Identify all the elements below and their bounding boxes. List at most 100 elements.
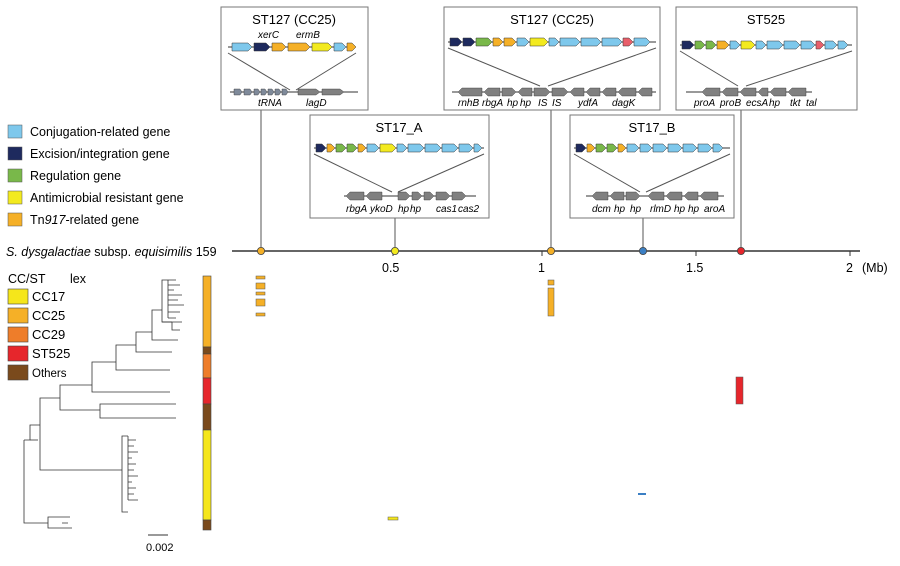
gene-arrow <box>625 191 641 201</box>
gene-arrow <box>626 143 640 153</box>
tree-branch <box>135 331 172 353</box>
gene-arrow <box>315 143 327 153</box>
gene-arrow <box>231 42 253 52</box>
legend-swatch-others <box>7 364 29 381</box>
gene-arrow <box>503 37 517 47</box>
gene-label: IS <box>552 98 562 109</box>
legend-swatch-antimicrobial <box>7 190 23 205</box>
inset-st17-b: ST17_B dcm hp h <box>569 114 735 219</box>
inset-st127-a: ST127 (CC25) xerC ermB tRNA lagD <box>220 6 369 111</box>
strip-segment-cc25 <box>202 275 212 348</box>
insertion-dot <box>639 246 648 255</box>
gene-arrow <box>345 191 365 201</box>
gene-arrow <box>697 143 713 153</box>
inset-title: ST127 (CC25) <box>252 12 336 27</box>
gene-label: hp <box>688 204 700 215</box>
tree-branch <box>24 424 40 441</box>
gene-arrow <box>705 40 717 50</box>
tree-branch <box>161 279 182 323</box>
tree-clade-cc25 <box>162 279 184 331</box>
gene-arrow <box>379 143 397 153</box>
cc-legend-subtitle: lex <box>70 272 87 286</box>
legend-swatch-excision <box>7 146 23 161</box>
gene-label: IS <box>538 98 548 109</box>
flanking-genes <box>701 87 807 97</box>
gene-label: ecsA <box>746 98 769 109</box>
gene-arrow <box>473 143 483 153</box>
gene-arrow <box>311 42 333 52</box>
gene-arrow <box>787 87 807 97</box>
trna-genes <box>233 88 345 96</box>
gene-arrow <box>601 37 623 47</box>
cc-legend-title: CC/ST <box>8 272 46 286</box>
gene-label: hp <box>674 204 686 215</box>
gene-arrow <box>721 87 739 97</box>
gene-label: lagD <box>306 98 327 109</box>
tree-branch <box>59 384 100 411</box>
gene-arrow <box>462 37 476 47</box>
inset-frame <box>569 114 735 219</box>
gene-arrow <box>617 87 637 97</box>
gene-arrow <box>815 40 825 50</box>
legend-label-tn917: Tn917-related gene <box>30 213 139 227</box>
tick-label: 0.5 <box>382 261 399 275</box>
gene-arrow <box>517 87 533 97</box>
inset-st525: ST525 proA proB <box>675 6 858 111</box>
zoom-line <box>679 50 739 87</box>
gene-arrow <box>633 37 651 47</box>
presence-mark <box>387 516 399 521</box>
gene-arrow <box>683 191 699 201</box>
gene-label: ermB <box>296 30 320 41</box>
insertion-dot <box>737 246 746 255</box>
presence-mark <box>255 298 266 307</box>
tree-branch <box>91 361 170 393</box>
zoom-line <box>295 52 357 91</box>
gene-label: ydfA <box>577 98 598 109</box>
gene-arrow <box>435 191 451 201</box>
gene-arrow <box>755 40 767 50</box>
tree-branch <box>47 516 62 529</box>
tree-clade-cc17 <box>127 436 138 501</box>
gene-arrow <box>267 88 275 96</box>
gene-arrow <box>397 191 411 201</box>
zoom-line <box>397 153 485 193</box>
gene-arrow <box>274 88 282 96</box>
presence-marks <box>255 275 744 521</box>
cc-strip <box>202 275 212 531</box>
gene-arrow <box>667 143 683 153</box>
genome-axis: S. dysgalactiae subsp. equisimilis 159 0… <box>6 245 888 275</box>
insertion-sites <box>256 246 746 255</box>
gene-label: cas2 <box>458 204 480 215</box>
gene-arrow <box>326 143 336 153</box>
legend-swatch-cc17 <box>7 288 29 305</box>
presence-mark <box>547 279 555 286</box>
inset-title: ST127 (CC25) <box>510 12 594 27</box>
element-genes <box>449 37 651 47</box>
gene-label: dcm <box>592 204 611 215</box>
inset-title: ST17_B <box>629 120 676 135</box>
gene-arrow <box>617 143 627 153</box>
gene-arrow <box>357 143 367 153</box>
gene-arrow <box>233 88 243 96</box>
tree-branch <box>151 309 178 341</box>
gene-arrow <box>585 87 601 97</box>
tree-branch <box>99 403 176 419</box>
strip-segment-st525 <box>202 377 212 405</box>
gene-arrow <box>424 143 442 153</box>
gene-arrow <box>533 87 551 97</box>
zoom-line <box>547 47 657 87</box>
tree-branch <box>121 435 128 513</box>
insertion-dot <box>390 246 399 255</box>
flanking-genes <box>591 191 719 201</box>
tree-branch <box>162 321 180 331</box>
gene-arrow <box>837 40 849 50</box>
presence-mark <box>638 493 646 495</box>
strip-segment-cc29 <box>202 353 212 379</box>
axis-unit: (Mb) <box>862 261 888 275</box>
legend-label-regulation: Regulation gene <box>30 169 121 183</box>
gene-arrow <box>366 143 380 153</box>
gene-arrow <box>569 87 585 97</box>
legend-swatch-st525 <box>7 345 29 362</box>
zoom-line <box>447 47 541 87</box>
